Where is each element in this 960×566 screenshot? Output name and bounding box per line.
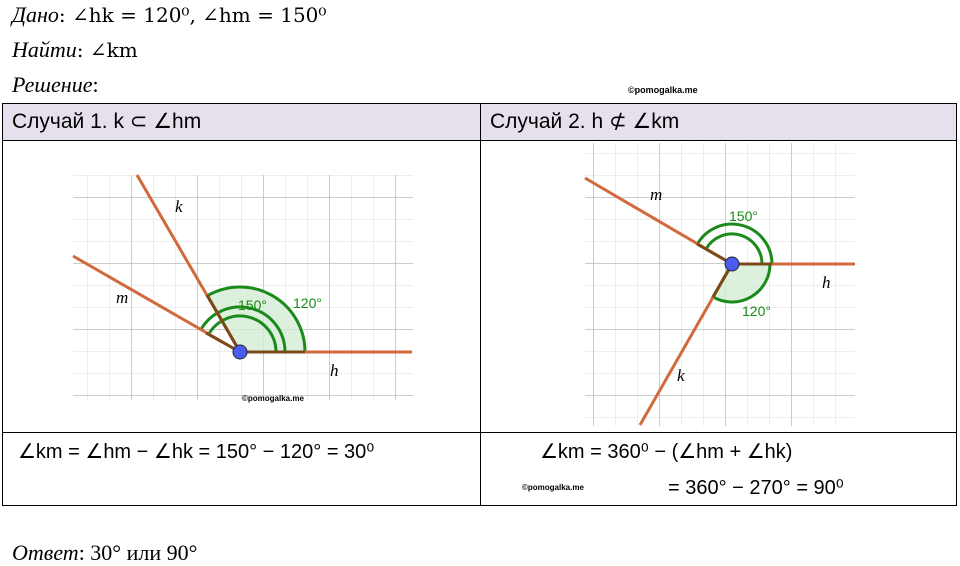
angle-150: 150° xyxy=(729,208,758,224)
header-1: Случай 1. k ⊂ ∠hm xyxy=(12,110,201,133)
table-borders xyxy=(2,103,957,506)
given-label: Дано xyxy=(12,2,59,27)
diagram-2: m h k 150° 120° xyxy=(584,143,855,426)
answer-label: Ответ xyxy=(12,540,79,565)
answer: Ответ: 30° или 90° xyxy=(12,540,197,566)
solution: Решение: xyxy=(12,72,99,98)
given: Дано: ∠hk = 120⁰, ∠hm = 150⁰ xyxy=(12,2,326,28)
header-2: Случай 2. h ⊄ ∠km xyxy=(490,110,679,133)
watermark: ©pomogalka.me xyxy=(522,483,584,492)
solution-text: : xyxy=(92,72,99,97)
formula-1: ∠km = ∠hm − ∠hk = 150° − 120° = 30⁰ xyxy=(18,441,374,463)
formula-2b: = 360° − 270° = 90⁰ xyxy=(668,477,844,499)
formula-2a: ∠km = 360⁰ − (∠hm + ∠hk) xyxy=(540,441,792,463)
diagram-1: k m h 150° 120° ©pomogalka.me xyxy=(72,174,413,403)
find-label: Найти xyxy=(12,37,77,62)
angle-120: 120° xyxy=(742,303,771,319)
angle-120: 120° xyxy=(293,295,322,311)
label-k: k xyxy=(175,197,183,216)
label-k: k xyxy=(677,366,685,385)
watermark: ©pomogalka.me xyxy=(628,85,698,95)
label-h: h xyxy=(822,273,831,292)
solution-label: Решение xyxy=(12,72,93,97)
given-text: : ∠hk = 120⁰, ∠hm = 150⁰ xyxy=(58,3,327,27)
label-m: m xyxy=(116,288,128,307)
label-h: h xyxy=(330,361,339,380)
label-m: m xyxy=(650,185,662,204)
find-text: : ∠km xyxy=(76,38,138,62)
answer-text: : 30° или 90° xyxy=(78,540,198,565)
header-bg xyxy=(2,103,957,140)
watermark: ©pomogalka.me xyxy=(242,394,304,403)
angle-150: 150° xyxy=(238,297,267,313)
find: Найти: ∠km xyxy=(12,37,138,63)
